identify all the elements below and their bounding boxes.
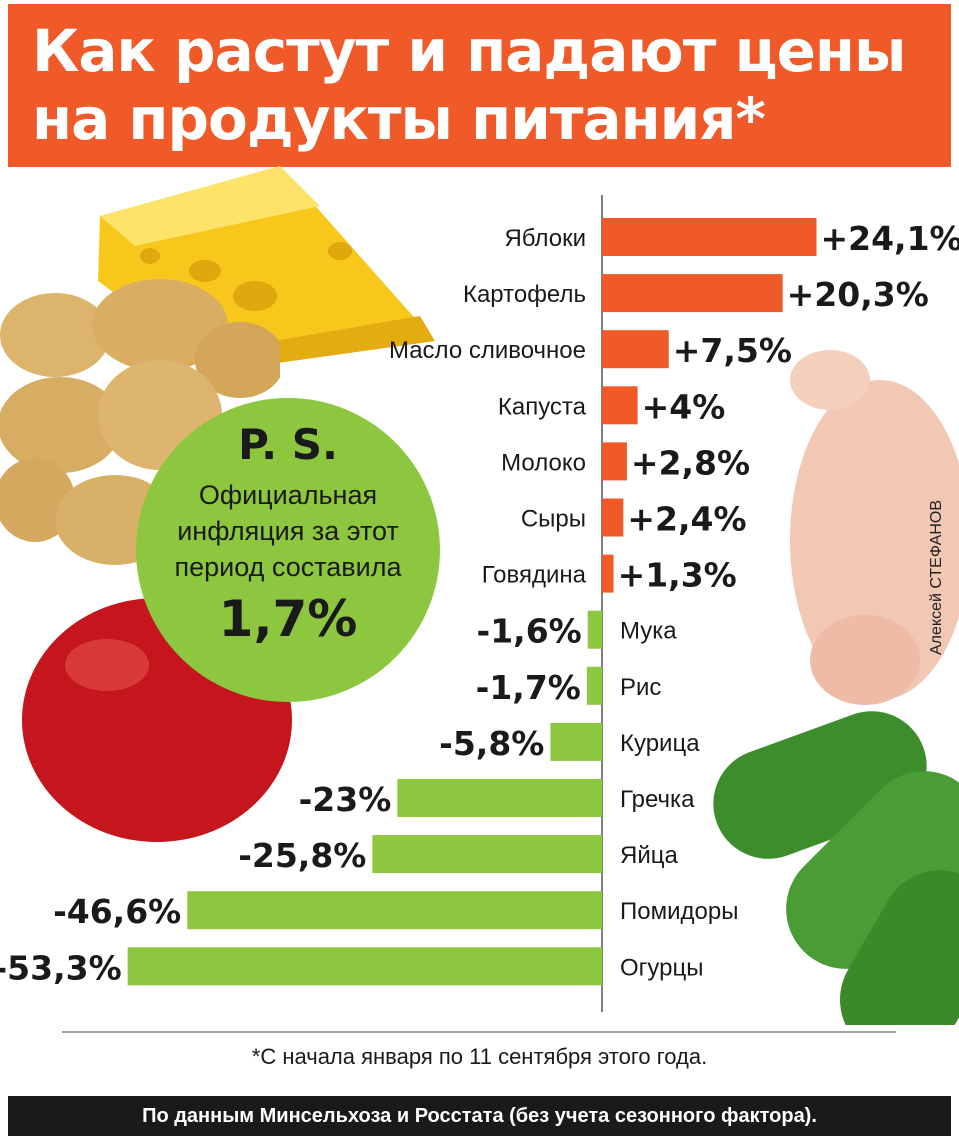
bar (550, 722, 602, 761)
bar (127, 947, 602, 986)
bar (586, 666, 602, 705)
category-label: Огурцы (620, 954, 704, 981)
category-label: Рис (620, 674, 661, 701)
value-label: +1,3% (618, 556, 737, 595)
source-footer: По данным Минсельхоза и Росстата (без уч… (8, 1096, 951, 1136)
bar (602, 274, 783, 313)
bar (602, 498, 624, 537)
ps-text-line-1: Официальная (198, 480, 378, 510)
category-label: Масло сливочное (389, 337, 586, 364)
bar (602, 218, 817, 256)
ps-text-line-3: период составила (174, 552, 402, 582)
ps-text-line-2: инфляция за этот (177, 516, 399, 546)
category-label: Картофель (463, 281, 586, 308)
value-label: -25,8% (238, 836, 366, 875)
value-label: -1,6% (477, 612, 582, 651)
header-banner: Как растут и падают цены на продукты пит… (8, 4, 951, 167)
category-label: Сыры (521, 506, 586, 533)
bar (187, 891, 602, 930)
category-label: Курица (620, 730, 700, 757)
bar (602, 386, 638, 425)
title-line-2: на продукты питания* (32, 85, 766, 153)
category-label: Гречка (620, 786, 695, 813)
category-label: Молоко (501, 449, 586, 476)
title-line-1: Как растут и падают цены (32, 17, 906, 85)
value-label: +4% (642, 387, 726, 426)
value-label: -5,8% (439, 724, 544, 763)
value-label: -53,3% (0, 948, 122, 987)
bar (602, 554, 614, 593)
bar (602, 442, 627, 481)
ps-inflation-value: 1,7% (218, 590, 358, 648)
footnote: *С начала января по 11 сентября этого го… (251, 1044, 708, 1069)
cucumbers-icon (713, 711, 959, 1025)
category-label: Мука (620, 618, 677, 645)
category-label: Помидоры (620, 898, 738, 925)
bar (602, 330, 669, 369)
category-label: Яйца (620, 842, 678, 869)
value-label: +2,4% (627, 500, 746, 539)
photo-credit: Алексей СТЕФАНОВ (928, 500, 945, 655)
bar (587, 610, 602, 649)
category-label: Яблоки (504, 225, 586, 252)
value-label: +20,3% (787, 275, 929, 314)
category-label: Говядина (482, 562, 587, 589)
category-label: Капуста (498, 393, 587, 420)
bar (397, 779, 602, 817)
bar (372, 835, 602, 874)
value-label: +24,1% (820, 219, 959, 258)
ps-title: P. S. (238, 420, 338, 469)
inflation-callout: P. S. Официальная инфляция за этот перио… (136, 398, 440, 702)
value-label: -46,6% (53, 892, 181, 931)
value-label: +2,8% (631, 443, 750, 482)
chicken-icon (790, 350, 959, 705)
value-label: -23% (299, 780, 392, 819)
value-label: -1,7% (476, 668, 581, 707)
value-label: +7,5% (673, 331, 792, 370)
